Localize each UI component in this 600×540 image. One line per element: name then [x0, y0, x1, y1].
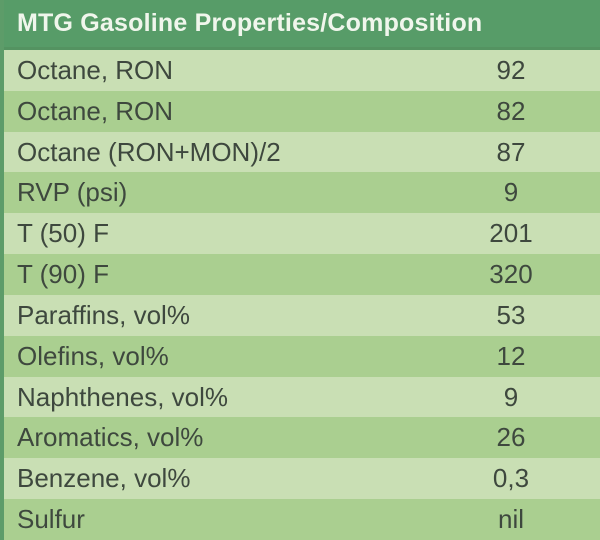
table-row: Aromatics, vol% 26 — [4, 417, 600, 459]
property-value: 12 — [496, 340, 526, 371]
property-label: Octane (RON+MON)/2 — [17, 136, 281, 167]
table-row: RVP (psi) 9 — [4, 172, 600, 214]
property-value: 92 — [496, 54, 526, 85]
property-value: 87 — [496, 136, 526, 167]
property-value: 0,3 — [492, 463, 530, 494]
property-label: Paraffins, vol% — [17, 299, 190, 330]
property-label: RVP (psi) — [17, 177, 128, 208]
table-row: Paraffins, vol% 53 — [4, 294, 600, 336]
property-value: 201 — [489, 218, 533, 249]
table-header: MTG Gasoline Properties/Composition — [4, 0, 600, 50]
table-row: T (90) F 320 — [4, 254, 600, 295]
property-label: Benzene, vol% — [17, 463, 191, 494]
property-value: 9 — [503, 177, 519, 208]
property-value: 320 — [489, 259, 533, 290]
table-row: Octane (RON+MON)/2 87 — [4, 131, 600, 173]
property-label: Naphthenes, vol% — [17, 381, 229, 412]
table-row: Olefins, vol% 12 — [4, 335, 600, 377]
property-value: 9 — [503, 381, 519, 412]
property-label: Octane, RON — [17, 95, 174, 126]
property-label: T (50) F — [17, 218, 109, 249]
property-label: Olefins, vol% — [17, 340, 169, 371]
property-value: 82 — [496, 95, 526, 126]
property-value: 26 — [496, 422, 526, 453]
table-row: Benzene, vol% 0,3 — [4, 458, 600, 500]
property-label: T (90) F — [17, 259, 109, 290]
page-title: MTG Gasoline Properties/Composition — [17, 9, 483, 37]
table-row: T (50) F 201 — [4, 213, 600, 255]
property-label: Sulfur — [17, 504, 85, 535]
property-label: Aromatics, vol% — [17, 422, 204, 453]
property-value: 53 — [496, 299, 526, 330]
property-label: Octane, RON — [17, 54, 174, 85]
table-row: Naphthenes, vol% 9 — [4, 376, 600, 418]
property-value: nil — [497, 504, 524, 535]
table-row: Octane, RON 82 — [4, 90, 600, 132]
table-row: Sulfur nil — [4, 499, 600, 540]
table-row: Octane, RON 92 — [4, 50, 600, 91]
table-body: Octane, RON 92 Octane, RON 82 Octane (RO… — [4, 50, 600, 540]
